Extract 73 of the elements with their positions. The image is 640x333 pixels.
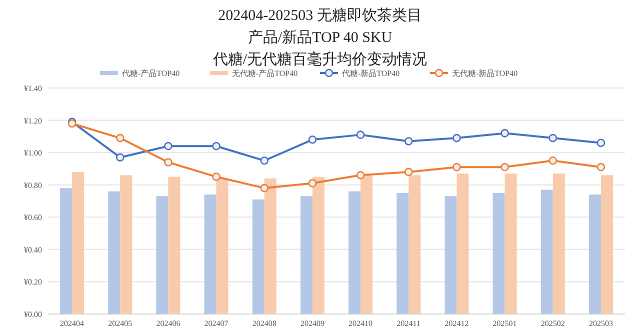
y-tick-label: ¥0.60 xyxy=(24,213,42,222)
point xyxy=(356,130,365,139)
bar xyxy=(348,191,361,314)
chart-subtitle: 产品/新品TOP 40 SKU xyxy=(248,29,392,46)
legend-label: 无代糖-新品TOP40 xyxy=(452,69,518,78)
legend-label: 代糖-新品TOP40 xyxy=(341,69,400,78)
y-tick-label: ¥0.40 xyxy=(24,245,42,254)
y-tick-label: ¥1.00 xyxy=(24,148,42,158)
bar xyxy=(552,174,565,314)
y-tick-label: ¥0.80 xyxy=(24,180,42,190)
bar xyxy=(156,196,168,314)
y-tick-label: ¥1.40 xyxy=(24,84,42,93)
point xyxy=(164,142,172,150)
x-tick-label: 202404 xyxy=(60,319,84,328)
bar xyxy=(396,192,409,314)
y-tick-label: ¥0.00 xyxy=(24,310,42,319)
point xyxy=(260,184,269,192)
bar xyxy=(108,191,120,314)
bar xyxy=(444,196,457,314)
bar xyxy=(588,194,601,314)
point xyxy=(452,162,461,172)
bar xyxy=(216,178,228,314)
bar xyxy=(360,175,373,314)
point xyxy=(404,137,413,146)
point xyxy=(116,134,124,142)
point xyxy=(596,138,606,148)
point xyxy=(164,158,172,166)
x-tick-label: 202411 xyxy=(396,319,420,328)
x-tick-label: 202405 xyxy=(108,319,132,328)
point xyxy=(260,156,269,165)
y-tick-label: ¥0.20 xyxy=(24,278,42,287)
x-tick-label: 202408 xyxy=(252,319,276,328)
legend-label: 代糖-产品TOP40 xyxy=(121,69,180,78)
x-tick-label: 202406 xyxy=(156,319,180,328)
bar xyxy=(300,196,312,314)
x-tick-label: 202410 xyxy=(348,319,373,328)
point xyxy=(548,156,558,165)
point xyxy=(212,172,220,181)
bar xyxy=(204,194,216,314)
bar xyxy=(456,174,469,314)
point xyxy=(116,153,124,162)
point xyxy=(404,168,413,176)
point xyxy=(356,171,365,180)
point xyxy=(596,162,606,172)
bar xyxy=(492,192,505,314)
text: 代糖/无代糖百毫升均价变动情况 xyxy=(212,51,428,68)
y-tick-label: ¥1.20 xyxy=(24,116,42,126)
bar xyxy=(252,199,264,314)
point xyxy=(308,179,317,188)
point xyxy=(500,129,509,138)
bar xyxy=(408,175,421,314)
bar xyxy=(168,176,180,314)
point xyxy=(500,162,509,172)
bar xyxy=(540,190,553,314)
point xyxy=(212,142,220,150)
x-tick-label: 202407 xyxy=(204,319,228,328)
x-tick-label: 202502 xyxy=(540,319,565,328)
bar xyxy=(600,175,613,314)
bar xyxy=(60,188,72,314)
chart-title: 202404-202503 无糖即饮茶类目 xyxy=(218,7,422,24)
legend-label: 无代糖-产品TOP40 xyxy=(232,69,298,78)
bar xyxy=(72,172,84,314)
x-tick-label: 202409 xyxy=(300,319,324,328)
point xyxy=(452,134,461,142)
point xyxy=(308,136,317,144)
x-tick-label: 202501 xyxy=(492,319,517,328)
x-tick-label: 202503 xyxy=(588,319,613,328)
bar xyxy=(264,178,276,314)
bar xyxy=(504,174,517,314)
x-tick-label: 202412 xyxy=(444,319,469,328)
point xyxy=(548,134,558,142)
bar xyxy=(312,176,324,314)
bar xyxy=(120,175,132,314)
